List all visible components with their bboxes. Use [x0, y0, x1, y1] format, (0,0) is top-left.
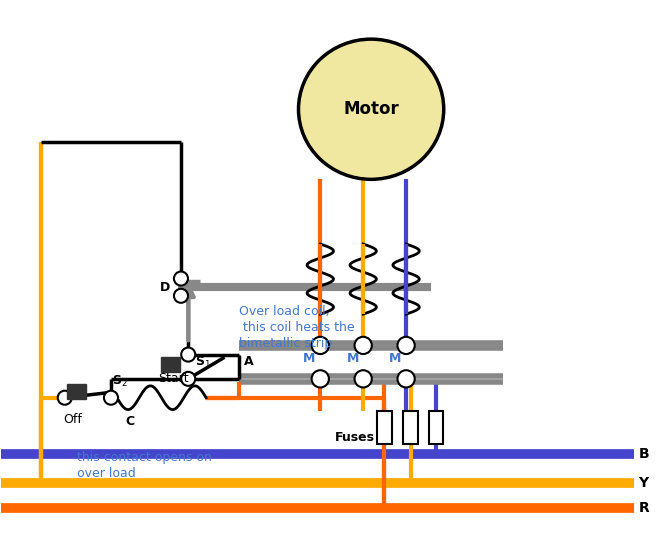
Bar	[160, 357, 180, 372]
Text: M: M	[347, 352, 359, 365]
Ellipse shape	[298, 39, 444, 179]
Text: S$_1$: S$_1$	[195, 355, 211, 370]
Text: this contact opens on: this contact opens on	[78, 450, 212, 463]
Circle shape	[312, 337, 329, 354]
Circle shape	[398, 370, 415, 388]
Text: Over load coil,: Over load coil,	[239, 305, 330, 318]
Text: Y: Y	[638, 476, 648, 490]
Text: M: M	[303, 352, 315, 365]
Text: Off: Off	[63, 413, 82, 426]
Text: this coil heats the: this coil heats the	[239, 321, 355, 334]
Circle shape	[181, 372, 195, 386]
Text: D: D	[160, 281, 170, 294]
Circle shape	[398, 337, 415, 354]
Circle shape	[181, 347, 195, 362]
Text: over load: over load	[78, 467, 136, 480]
Bar	[377, 411, 392, 443]
Text: B: B	[638, 447, 649, 461]
Circle shape	[312, 370, 329, 388]
Text: C: C	[125, 416, 135, 429]
Bar	[68, 384, 86, 399]
Circle shape	[355, 337, 372, 354]
Text: bimetallic strip: bimetallic strip	[239, 337, 332, 350]
Text: A: A	[245, 355, 254, 368]
Text: M: M	[389, 352, 402, 365]
Circle shape	[355, 370, 372, 388]
Text: S$_2$: S$_2$	[112, 374, 128, 389]
Text: R: R	[638, 501, 649, 515]
Circle shape	[58, 391, 72, 405]
Circle shape	[104, 391, 118, 405]
Circle shape	[174, 272, 188, 286]
Circle shape	[174, 289, 188, 303]
Bar	[428, 411, 443, 443]
Text: Fuses: Fuses	[335, 430, 375, 443]
Bar	[404, 411, 418, 443]
Text: Motor: Motor	[343, 100, 399, 118]
Text: Start: Start	[158, 372, 189, 385]
